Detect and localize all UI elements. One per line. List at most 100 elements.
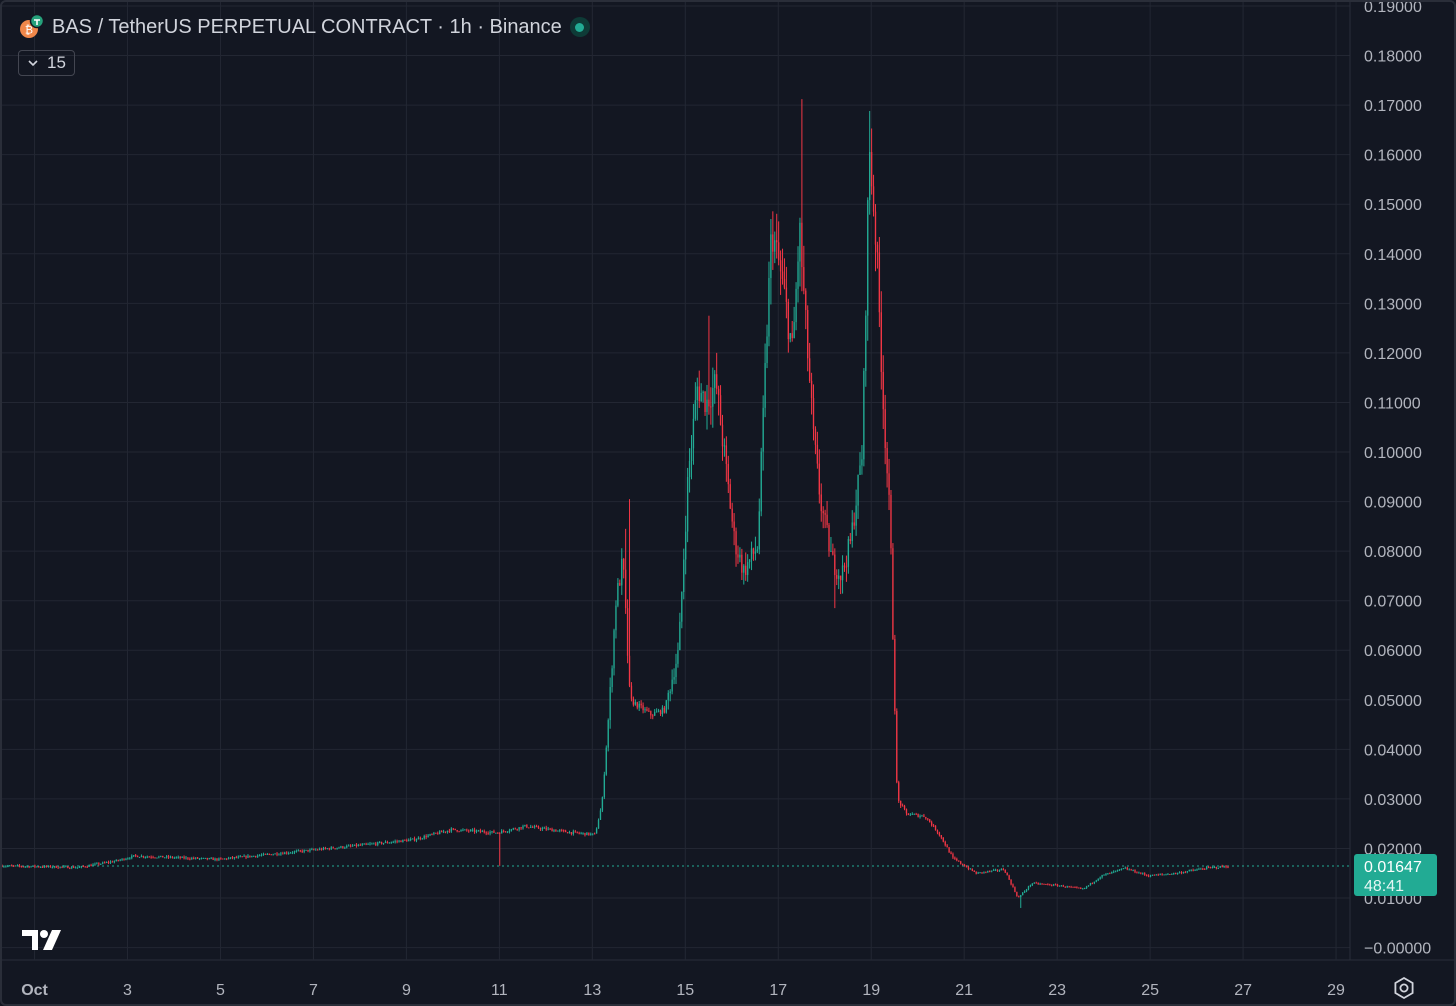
x-tick-label: 23 <box>1048 982 1066 999</box>
candle-body <box>595 828 598 834</box>
candle-body <box>299 850 301 852</box>
bnb-tether-coin-icon: ₿ <box>18 13 45 40</box>
candle-body <box>212 858 214 861</box>
candle-body <box>756 549 759 552</box>
candle-body <box>1066 886 1068 888</box>
candle-body <box>464 829 466 831</box>
candle-body <box>5 866 7 868</box>
candle-body <box>14 865 17 867</box>
candle-body <box>158 856 160 858</box>
x-tick-label: 9 <box>402 982 411 999</box>
candle-body <box>1035 882 1037 884</box>
candle-body <box>274 853 276 855</box>
candle-body <box>607 720 609 748</box>
candle-body <box>1132 870 1134 872</box>
candle-body <box>1091 883 1094 885</box>
candle-body <box>987 871 989 873</box>
candle-body <box>863 370 865 460</box>
candle-body <box>921 815 923 817</box>
candle-body <box>435 832 437 834</box>
candle-body <box>597 819 600 829</box>
candle-body <box>807 310 809 359</box>
candle-body <box>1184 872 1187 874</box>
candle-body <box>34 865 36 867</box>
candle-body <box>446 830 449 832</box>
candle-body <box>140 855 143 858</box>
indicator-toggle[interactable]: 15 <box>18 50 75 76</box>
symbol-legend[interactable]: ₿ BAS / TetherUS PERPETUAL CONTRACT · 1h… <box>18 13 590 40</box>
candle-body <box>402 839 404 843</box>
candle-body <box>551 828 553 832</box>
candle-body <box>103 862 106 864</box>
candle-body <box>1062 885 1065 887</box>
candle-body <box>466 829 468 831</box>
candle-body <box>1051 885 1053 887</box>
candle-body <box>268 854 270 856</box>
candle-body <box>766 336 768 364</box>
candle-body <box>977 872 979 874</box>
candle-body <box>1169 874 1171 876</box>
candle-body <box>1223 866 1225 868</box>
candle-body <box>859 465 861 475</box>
candle-body <box>175 857 177 859</box>
candle-body <box>1020 895 1022 898</box>
candle-body <box>797 261 799 289</box>
candle-body <box>330 847 332 850</box>
candle-body <box>991 870 993 872</box>
candle-body <box>1167 874 1169 876</box>
candle-body <box>512 828 514 830</box>
candle-body <box>115 859 117 862</box>
y-tick-label: 0.11000 <box>1364 395 1421 412</box>
candle-body <box>983 871 985 873</box>
candle-body <box>431 834 433 836</box>
candle-body <box>530 826 532 828</box>
market-status-icon[interactable] <box>569 17 590 37</box>
candle-body <box>506 831 509 833</box>
candle-body <box>586 832 588 836</box>
candle-body <box>131 855 133 859</box>
candle-body <box>229 857 232 859</box>
candle-body <box>723 445 726 447</box>
x-tick-label: 3 <box>123 982 132 999</box>
candle-body <box>53 866 55 868</box>
candle-body <box>981 872 983 874</box>
candle-body <box>965 866 968 868</box>
candle-body <box>233 857 236 859</box>
candle-body <box>719 395 722 425</box>
candle-body <box>276 853 278 855</box>
candle-body <box>818 463 820 495</box>
candle-body <box>814 428 817 445</box>
candle-body <box>222 858 224 860</box>
candle-body <box>557 830 559 832</box>
candle-body <box>905 809 908 814</box>
candle-body <box>777 242 780 261</box>
candle-body <box>59 866 61 868</box>
candle-body <box>206 857 208 860</box>
candle-body <box>470 829 472 832</box>
candle-body <box>471 829 474 831</box>
candle-body <box>876 244 879 253</box>
candle-body <box>1103 874 1105 876</box>
candle-body <box>225 858 228 860</box>
candle-body <box>752 548 755 554</box>
tradingview-logo-icon[interactable] <box>22 928 64 952</box>
candle-body <box>361 844 363 846</box>
candle-body <box>377 842 379 845</box>
candle-body <box>51 867 54 869</box>
candle-body <box>152 857 154 859</box>
candle-body <box>1072 886 1074 888</box>
candle-body <box>714 374 716 388</box>
candle-body <box>1002 869 1004 871</box>
candle-body <box>593 833 596 835</box>
candle-body <box>619 582 621 586</box>
candle-body <box>1165 874 1167 876</box>
candle-body <box>100 863 102 865</box>
candle-body <box>409 839 412 841</box>
candle-body <box>774 240 776 252</box>
gear-icon[interactable] <box>1392 976 1416 1000</box>
candle-body <box>1101 874 1103 878</box>
candle-body <box>1107 873 1109 875</box>
candle-body <box>770 234 772 278</box>
